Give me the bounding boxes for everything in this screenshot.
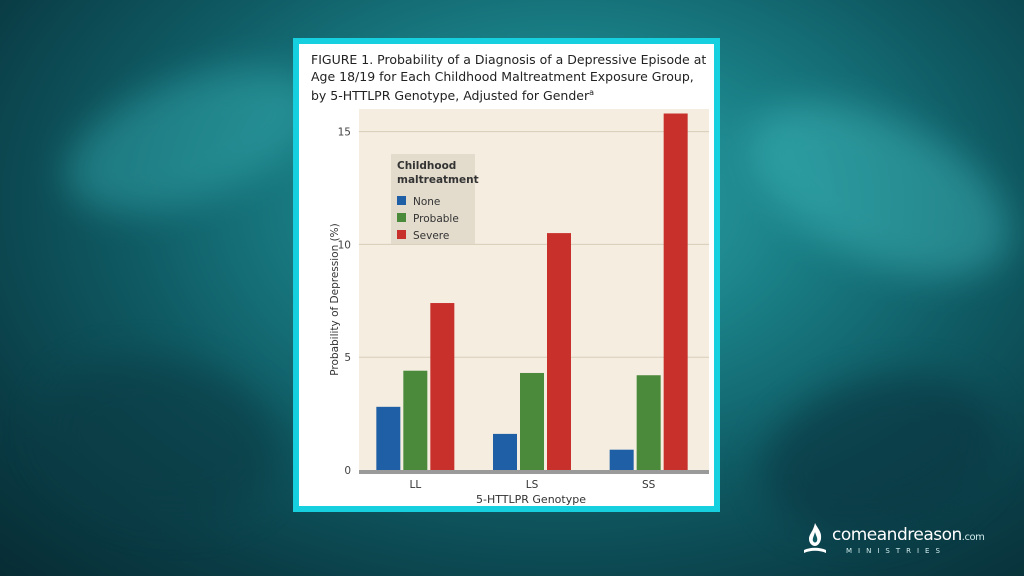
x-tick-label: LL — [409, 479, 421, 491]
legend-swatch — [397, 230, 406, 239]
bar-none-ll — [376, 406, 401, 470]
bar-probable-ss — [636, 375, 661, 470]
legend-swatch — [397, 213, 406, 222]
figure-title: FIGURE 1. Probability of a Diagnosis of … — [311, 52, 711, 105]
figure-title-text: FIGURE 1. Probability of a Diagnosis of … — [311, 52, 707, 104]
flame-icon — [804, 523, 826, 553]
legend-entry: Probable — [413, 213, 459, 225]
brand-dotcom: .com — [961, 532, 985, 543]
bar-severe-ls — [547, 233, 571, 470]
y-tick-label: 10 — [338, 239, 351, 251]
background-highlight — [723, 67, 1024, 313]
legend-swatch — [397, 196, 406, 205]
bar-chart: 0 5 10 15 LL LS SS 5-HTTLPR Genotype Probability… — [329, 109, 709, 506]
legend-title: Childhood — [397, 160, 456, 172]
brand-word: comeandreason — [832, 525, 962, 545]
brand-logo: comeandreason.com MINISTRIES — [802, 522, 992, 562]
y-tick-label: 0 — [344, 465, 351, 477]
background-highlight — [47, 39, 333, 241]
y-tick-label: 5 — [344, 352, 351, 364]
bar-severe-ll — [430, 303, 455, 470]
y-axis-label: Probability of Depression (%) — [329, 223, 341, 376]
x-axis-label: 5-HTTLPR Genotype — [476, 493, 586, 506]
x-tick-label: LS — [526, 479, 539, 491]
background-shadow — [27, 340, 293, 540]
x-tick-label: SS — [642, 479, 656, 491]
figure-title-superscript: a — [589, 88, 595, 97]
legend-title: maltreatment — [397, 174, 479, 186]
bar-none-ls — [493, 433, 517, 470]
bar-severe-ss — [663, 113, 688, 470]
bar-probable-ls — [520, 372, 544, 470]
brand-subtitle: MINISTRIES — [846, 547, 946, 555]
bar-none-ss — [609, 449, 634, 470]
legend-entry: Severe — [413, 230, 449, 242]
figure-card: FIGURE 1. Probability of a Diagnosis of … — [293, 38, 720, 512]
bar-probable-ll — [403, 370, 428, 470]
x-axis-line — [359, 470, 709, 474]
brand-wordmark: comeandreason.com — [832, 525, 985, 545]
y-tick-label: 15 — [338, 127, 351, 139]
legend-entry: None — [413, 196, 440, 208]
